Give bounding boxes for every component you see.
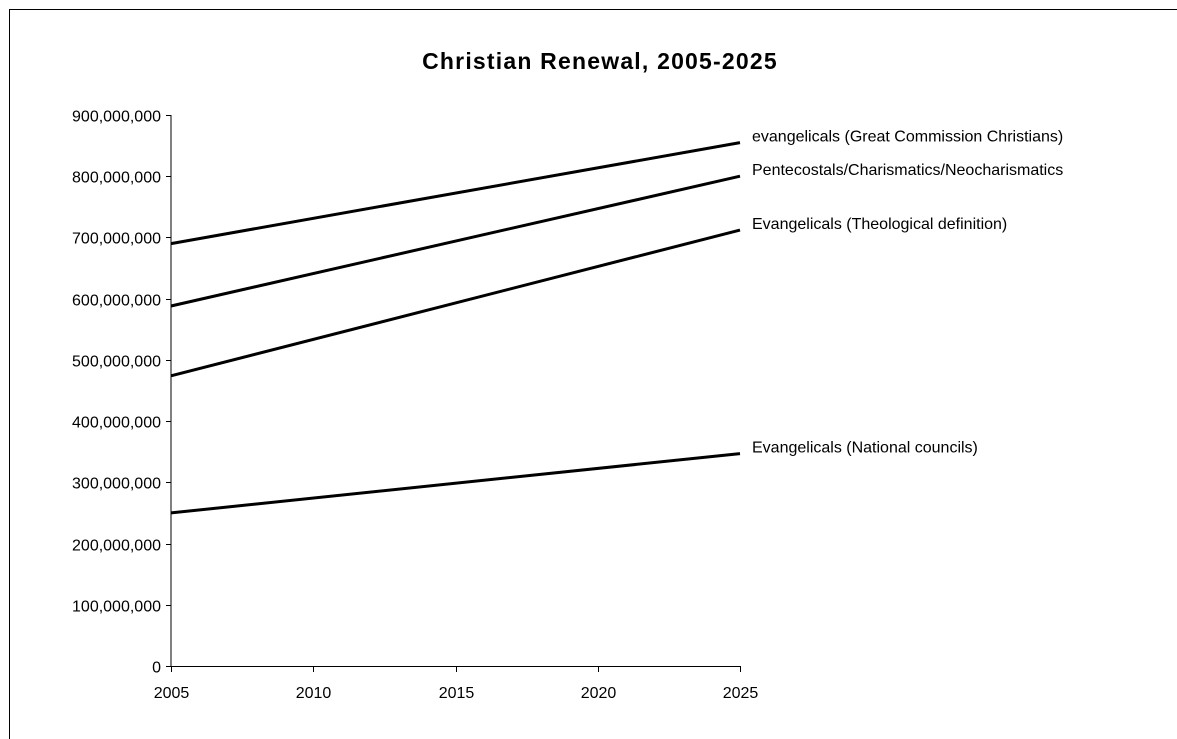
y-tick-label: 800,000,000 [72,170,161,187]
chart-title: Christian Renewal, 2005-2025 [422,48,778,74]
series-line-2 [170,174,741,308]
series-label-4: Evangelicals (National councils) [752,440,978,457]
chart-svg: Christian Renewal, 2005-2025 0 100,000,00… [72,48,1063,702]
x-tick-label: 2025 [723,685,759,702]
series-label-2: Pentecostals/Charismatics/Neocharismatic… [752,162,1063,179]
y-tick-label: 300,000,000 [72,476,161,493]
y-tick-label: 0 [152,660,161,677]
y-tick-label: 900,000,000 [72,109,161,126]
y-tick-label: 200,000,000 [72,538,161,555]
series-line-1 [170,141,741,246]
x-axis: 2005 2010 2015 2020 2025 [154,666,759,702]
y-tick-label: 600,000,000 [72,293,161,310]
y-tick-label: 500,000,000 [72,354,161,371]
x-tick-label: 2015 [439,685,475,702]
y-tick-label: 400,000,000 [72,415,161,432]
x-tick-label: 2005 [154,685,190,702]
x-tick-label: 2010 [296,685,332,702]
series-line-3 [170,228,741,378]
series-label-1: evangelicals (Great Commission Christian… [752,129,1063,146]
series-label-3: Evangelicals (Theological definition) [752,216,1007,233]
x-tick-label: 2020 [581,685,617,702]
series-lines [170,141,741,515]
y-tick-label: 700,000,000 [72,231,161,248]
series-line-4 [170,452,741,515]
series-labels: evangelicals (Great Commission Christian… [752,129,1063,457]
y-axis: 0 100,000,000 200,000,000 300,000,000 400,00… [72,109,172,677]
y-tick-label: 100,000,000 [72,599,161,616]
chart-frame: Christian Renewal, 2005-2025 0 100,000,00… [9,9,1177,739]
